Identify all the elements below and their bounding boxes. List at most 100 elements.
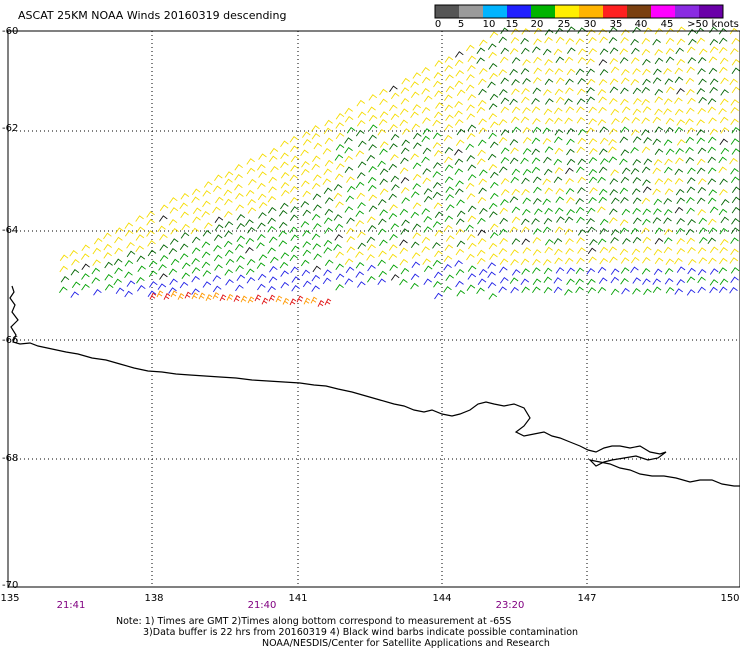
wind-barb: [468, 242, 477, 250]
wind-barb: [334, 154, 344, 161]
wind-barb: [169, 238, 179, 245]
wind-barb: [564, 228, 574, 235]
wind-barb: [477, 238, 487, 245]
wind-barb: [377, 259, 386, 267]
wind-barb: [388, 163, 398, 171]
wind-barb: [589, 147, 598, 155]
wind-barb: [234, 184, 243, 191]
wind-barb: [378, 270, 387, 278]
wind-barb: [280, 161, 289, 169]
wind-barb: [719, 188, 728, 196]
wind-barb: [619, 48, 628, 55]
wind-barb: [322, 147, 332, 155]
wind-barb: [422, 147, 432, 155]
wind-barb: [368, 134, 377, 142]
wind-barb: [730, 248, 739, 255]
wind-barb-high: [317, 300, 325, 307]
wind-barb: [268, 186, 277, 193]
wind-barb: [654, 237, 664, 245]
wind-barb: [490, 181, 499, 189]
wind-barb: [377, 228, 387, 235]
wind-barb: [609, 86, 619, 93]
wind-barb: [159, 215, 168, 222]
wind-barb: [665, 258, 675, 266]
wind-barb: [553, 48, 563, 56]
wind-barb: [576, 117, 586, 124]
wind-barb: [302, 131, 311, 138]
wind-barb: [488, 132, 497, 140]
wind-barb: [245, 219, 254, 226]
wind-barb: [323, 217, 333, 224]
wind-barb: [500, 276, 509, 284]
wind-barb: [630, 38, 639, 46]
wind-barb: [696, 158, 706, 166]
wind-barb: [355, 210, 364, 217]
wind-barb: [367, 244, 376, 251]
wind-barb: [707, 167, 717, 174]
wind-barb: [531, 106, 541, 113]
lon-label-135: 135: [0, 593, 20, 604]
wind-barb: [653, 68, 662, 75]
wind-barb: [555, 267, 565, 274]
wind-barb: [412, 202, 422, 209]
wind-barb: [445, 235, 455, 242]
wind-barb: [356, 99, 366, 107]
wind-barb: [500, 97, 510, 104]
wind-barb: [555, 187, 564, 195]
wind-barb: [247, 227, 256, 234]
wind-barb: [300, 259, 310, 267]
wind-barb: [509, 226, 518, 233]
wind-barb: [642, 257, 651, 264]
wind-barb: [257, 283, 266, 291]
wind-barb: [698, 227, 708, 234]
wind-barb: [389, 124, 398, 131]
wind-barb: [335, 284, 344, 291]
wind-barb: [368, 114, 378, 122]
wind-barb: [500, 199, 509, 206]
wind-barb: [290, 206, 299, 213]
wind-barb: [191, 196, 200, 204]
wind-barb: [719, 178, 728, 186]
wind-barb: [575, 267, 585, 275]
wind-barb: [80, 253, 90, 260]
wind-barb: [675, 157, 684, 164]
wind-barb: [709, 268, 719, 275]
wind-barb: [664, 268, 674, 275]
wind-barb: [641, 227, 650, 234]
wind-barb: [599, 48, 609, 55]
wind-barb: [652, 77, 662, 84]
wind-barb: [544, 58, 553, 66]
wind-barb: [289, 196, 299, 204]
wind-barb: [588, 196, 597, 204]
wind-barb: [490, 171, 499, 179]
wind-barb-high: [163, 293, 171, 300]
wind-barb: [533, 77, 542, 84]
wind-barb: [544, 29, 554, 36]
wind-barb: [686, 237, 696, 245]
wind-barb: [510, 259, 519, 266]
wind-barb: [731, 196, 740, 204]
wind-barb: [191, 258, 200, 265]
wind-barb: [676, 238, 685, 245]
wind-barb: [355, 271, 364, 278]
wind-barb: [159, 233, 168, 241]
wind-barb: [533, 67, 542, 75]
wind-barb: [432, 182, 442, 189]
wind-barb: [114, 247, 123, 255]
wind-barb: [686, 197, 695, 204]
colorbar-label-50-knots: >50 knots: [687, 19, 739, 30]
wind-barb: [358, 140, 367, 148]
wind-barb: [421, 208, 430, 215]
wind-barb: [697, 57, 707, 64]
wind-barb: [600, 158, 609, 165]
wind-barb: [545, 117, 554, 125]
wind-barb: [60, 276, 70, 283]
wind-barb: [247, 198, 256, 206]
wind-barb: [488, 113, 498, 120]
wind-barb: [302, 209, 312, 217]
wind-barb: [577, 187, 586, 194]
wind-barb: [578, 128, 587, 136]
wind-barb: [455, 248, 465, 256]
wind-barb: [564, 216, 574, 223]
wind-barb: [467, 55, 477, 63]
